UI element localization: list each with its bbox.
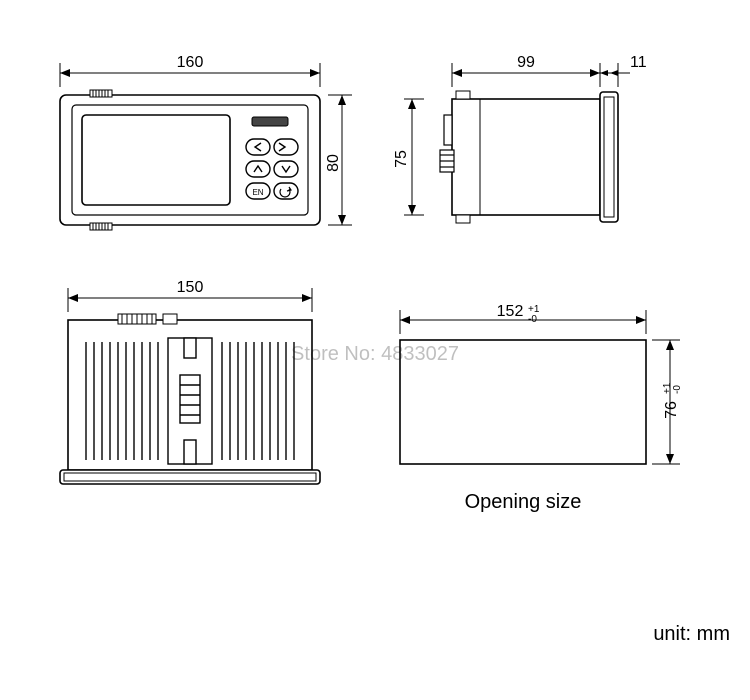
dim-opening-height-value: 76 [663, 401, 680, 419]
dim-opening-width-value: 152 [497, 303, 524, 320]
opening-size-label: Opening size [465, 491, 582, 513]
watermark-text: Store No: 4833027 [291, 343, 459, 365]
opening-view: 152 +1 -0 76 +1 -0 Opening size [400, 303, 683, 513]
dim-side-height-value: 75 [393, 150, 410, 168]
dim-opening-height: 76 +1 -0 [652, 340, 683, 464]
dim-opening-height-tol-bot: -0 [672, 385, 683, 394]
dim-bottom-width: 150 [68, 279, 312, 312]
front-view: 160 [60, 54, 352, 230]
dim-opening-width-tol-bot: -0 [528, 314, 537, 325]
dim-opening-width: 152 +1 -0 [400, 303, 646, 334]
technical-drawing: 160 [0, 0, 750, 700]
dim-front-height-value: 80 [325, 154, 342, 172]
dim-side-height: 75 [393, 99, 424, 215]
dim-side-flange-value: 11 [630, 54, 647, 71]
svg-text:EN: EN [252, 188, 263, 197]
dim-side-depth: 99 [452, 54, 600, 87]
side-view: 99 11 [393, 54, 647, 223]
unit-label: unit: mm [653, 623, 730, 645]
dim-side-flange: 11 [600, 54, 647, 87]
bottom-view: 150 [60, 279, 320, 484]
dim-bottom-width-value: 150 [177, 279, 204, 296]
dim-front-width: 160 [60, 54, 320, 87]
dim-front-width-value: 160 [177, 54, 204, 71]
dim-side-depth-value: 99 [517, 54, 535, 71]
dim-front-height: 80 [325, 95, 352, 225]
